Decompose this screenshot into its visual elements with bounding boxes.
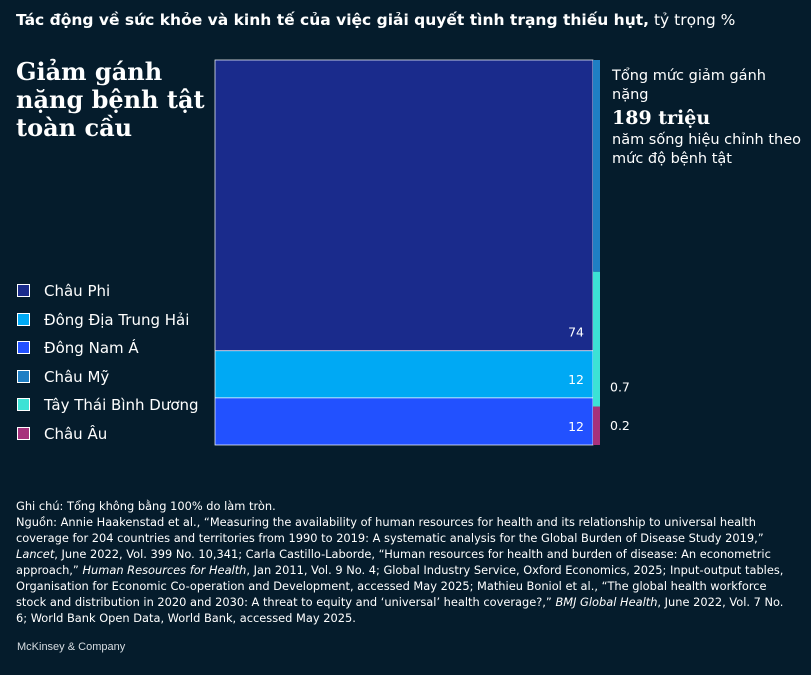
legend-swatch	[17, 426, 30, 440]
chart-title-unit: tỷ trọng %	[653, 11, 736, 29]
bar-value-label: 12	[568, 419, 584, 434]
total-value: 189 triệu	[612, 107, 711, 129]
chart-title: Tác động về sức khỏe và kinh tế của việc…	[16, 9, 806, 31]
bar-value-label: 12	[568, 372, 584, 387]
bar-segment	[215, 350, 593, 398]
small-bar-segment	[593, 406, 600, 445]
source-segment: , June 2022, Vol. 399 No. 10,341; Carla …	[16, 547, 771, 577]
total-callout: Tổng mức giảm gánh nặng 189 triệu năm số…	[612, 67, 802, 169]
stacked-bar-chart: 74 12 12 0.7 0.2	[214, 59, 630, 446]
legend-label: Châu Phi	[44, 282, 111, 300]
note-text: Ghi chú: Tổng không bằng 100% do làm trò…	[16, 499, 276, 513]
source-segment: Lancet	[16, 547, 55, 561]
legend-label: Đông Địa Trung Hải	[44, 310, 190, 329]
source-segment: Human Resources for Health	[82, 563, 247, 577]
small-bar-value-label: 0.7	[610, 380, 630, 395]
legend-label: Châu Âu	[44, 424, 108, 443]
small-bar-segment	[593, 60, 600, 272]
small-bar-segment	[593, 271, 600, 407]
bar-value-label: 74	[568, 325, 584, 340]
source-segment: , Jan 2011, Vol. 9 No. 4; Global Industr…	[16, 563, 784, 609]
legend-swatch	[17, 284, 30, 297]
bar-segment	[215, 397, 593, 445]
source-segment: Nguồn: Annie Haakenstad et al., “Measuri…	[16, 515, 764, 545]
legend-swatch	[17, 398, 30, 411]
source-text: Nguồn: Annie Haakenstad et al., “Measuri…	[16, 514, 796, 626]
small-bar-value-label: 0.2	[610, 418, 630, 433]
source-segment: , June 2022, Vol. 7 No. 6; World Bank Op…	[16, 595, 784, 625]
legend-label: Đông Nam Á	[44, 339, 139, 357]
legend-swatch	[17, 312, 30, 326]
source-segment: BMJ Global Health	[555, 595, 658, 609]
footnotes: Ghi chú: Tổng không bằng 100% do làm trò…	[16, 498, 796, 626]
legend-label: Tây Thái Bình Dương	[44, 396, 199, 414]
panel-title: Giảm gánh nặng bệnh tật toàn cầu	[16, 57, 205, 142]
total-label-top: Tổng mức giảm gánh nặng	[612, 68, 766, 103]
legend-label: Châu Mỹ	[44, 367, 110, 386]
bar-segment	[215, 60, 593, 351]
chart-title-main: Tác động về sức khỏe và kinh tế của việc…	[16, 11, 650, 29]
legend-swatch	[17, 369, 30, 383]
legend-swatch	[17, 341, 30, 354]
total-label-bottom: năm sống hiệu chỉnh theo mức độ bệnh tật	[612, 132, 802, 167]
brand-logo: McKinsey & Company	[17, 641, 126, 653]
